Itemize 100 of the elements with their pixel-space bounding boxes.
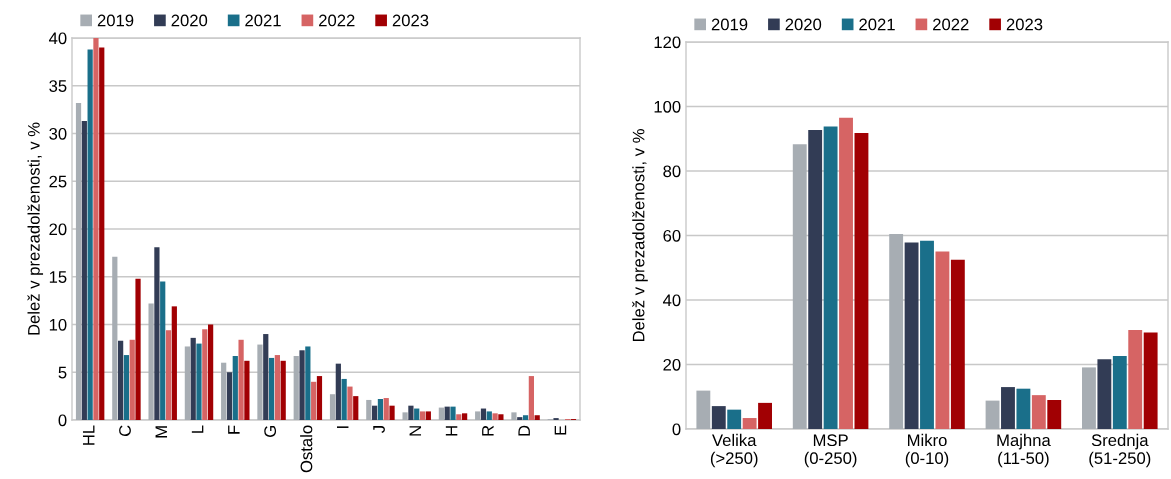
y-tick-label: 0 [58,414,67,427]
bar [135,278,141,420]
bar [118,340,124,420]
bar [372,405,378,420]
y-tick-label: 40 [48,32,67,45]
bar [208,324,214,420]
bar [534,415,540,420]
bar [904,242,919,429]
y-tick-label: 60 [663,229,681,242]
bar [456,414,462,420]
y-tick-label: 20 [663,358,681,371]
bar [87,49,93,420]
bar [920,240,934,429]
bar [293,356,299,420]
bar [792,144,807,429]
bar [711,406,726,429]
bar [528,376,534,420]
bar [823,126,838,429]
bar [238,339,244,420]
bar [522,415,529,420]
y-tick-label: 30 [49,127,67,140]
bar [316,376,323,420]
bar [408,405,414,420]
bar [1031,395,1046,429]
y-tick-label: 120 [654,36,681,49]
legend-label: 2019 [97,14,134,27]
legend-label: 2020 [785,18,822,31]
x-tick-label: E [554,425,567,435]
bar [311,381,317,420]
bar [1082,367,1096,429]
bar [112,256,118,420]
x-tick-label: Srednja (51-250) [1089,433,1151,468]
bar [1016,388,1031,429]
bar [414,408,420,420]
bar [419,411,426,420]
bar [450,406,456,420]
bar [486,411,492,420]
bar [257,344,263,420]
x-tick-label: Majhna (11-50) [997,433,1051,468]
bar [263,334,269,420]
x-tick-label: C [119,425,131,437]
bar [480,408,487,420]
y-tick-label: 20 [49,223,67,236]
bar [184,346,190,420]
bar [377,398,384,420]
bar [511,412,517,420]
bar [839,117,853,429]
bar [202,329,208,420]
bar [244,360,250,420]
bar [425,411,431,420]
bar [93,38,99,420]
bar [854,132,869,429]
bar [462,413,468,420]
x-tick-label: N [409,426,422,436]
x-tick-label: Ostalo [300,425,313,473]
bar [950,259,965,429]
bar [221,362,227,420]
bar [498,414,504,420]
bar [160,281,166,420]
legend-label: 2023 [392,14,429,27]
legend-label: 2023 [1006,18,1043,31]
bar [383,398,389,420]
bar [190,337,196,420]
bar [1047,399,1062,429]
y-tick-label: 25 [49,175,67,188]
bar [123,355,130,420]
bar [438,407,444,420]
bar [268,357,275,420]
x-tick-label: D [518,425,530,436]
bar [517,417,523,420]
bar [696,390,711,429]
bar [299,350,305,420]
bar [1128,329,1143,429]
bar [1143,332,1158,429]
bar [1001,387,1015,429]
y-tick-label: 35 [49,80,67,92]
x-tick-label: F [228,425,240,434]
bar [280,360,286,420]
bar [935,251,950,429]
bar [389,405,395,420]
x-tick-label: G [264,426,277,437]
y-tick-label: 80 [663,165,681,178]
bar [985,400,1000,429]
bar [347,386,353,420]
legend-label: 2020 [171,14,208,27]
y-axis-title: Delež v prezadolženosti, v % [632,129,648,342]
y-axis-title: Delež v prezadolženosti, v % [27,122,44,335]
y-tick-label: 100 [654,100,681,113]
bar [305,346,311,420]
y-tick-label: 5 [58,366,67,379]
bar [444,406,450,420]
bar [742,418,757,429]
bar [226,372,233,420]
legend-label: 2019 [711,18,748,31]
y-tick-label: 10 [49,318,67,331]
bar [341,378,347,420]
bar [335,363,341,420]
bar [808,130,823,429]
bar [232,356,238,420]
bar [75,102,82,420]
